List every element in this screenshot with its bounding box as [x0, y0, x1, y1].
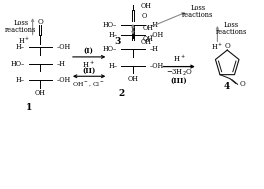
Text: Loss: Loss: [13, 19, 29, 27]
Text: reactions: reactions: [5, 26, 36, 34]
Text: –OH: –OH: [57, 43, 72, 51]
Text: –H: –H: [150, 21, 159, 29]
Text: H$^+$: H$^+$: [82, 60, 95, 70]
Text: (I): (I): [84, 47, 93, 55]
Text: O: O: [224, 42, 230, 50]
Text: 4: 4: [224, 82, 230, 91]
Text: H–: H–: [16, 43, 25, 51]
Text: $-$3H$_2$O: $-$3H$_2$O: [166, 68, 192, 78]
Text: H$^+$: H$^+$: [211, 42, 224, 52]
Text: O: O: [240, 80, 246, 88]
Text: OH: OH: [35, 89, 46, 97]
Text: H–: H–: [108, 31, 117, 39]
Text: OH: OH: [127, 75, 138, 83]
Text: –H: –H: [57, 60, 66, 68]
Text: Loss: Loss: [190, 5, 205, 12]
Text: O: O: [37, 18, 43, 26]
Text: 3: 3: [114, 37, 120, 46]
Text: Loss: Loss: [224, 21, 239, 29]
Text: OH: OH: [141, 38, 152, 46]
Text: –H: –H: [150, 45, 159, 53]
Text: O: O: [142, 12, 147, 20]
Text: reactions: reactions: [182, 11, 213, 19]
Text: OH: OH: [143, 24, 154, 32]
Text: –OH: –OH: [150, 62, 164, 70]
Text: H–: H–: [108, 62, 117, 70]
Text: (III): (III): [171, 77, 187, 85]
Text: OH$^-$, Cl$^-$: OH$^-$, Cl$^-$: [72, 80, 105, 88]
Text: –OH: –OH: [57, 76, 72, 84]
Text: –OH: –OH: [150, 31, 164, 39]
Text: HO–: HO–: [103, 21, 117, 29]
Text: H$^+$: H$^+$: [173, 54, 185, 64]
Text: HO–: HO–: [11, 60, 25, 68]
Text: (II): (II): [82, 67, 95, 74]
Text: H–: H–: [16, 76, 25, 84]
Text: OH: OH: [141, 2, 152, 10]
Text: OH: OH: [143, 36, 154, 43]
Text: H$^+$: H$^+$: [18, 35, 30, 46]
Text: 2: 2: [118, 89, 124, 98]
Text: 1: 1: [26, 103, 32, 112]
Text: HO–: HO–: [103, 45, 117, 53]
Text: reactions: reactions: [215, 28, 247, 36]
